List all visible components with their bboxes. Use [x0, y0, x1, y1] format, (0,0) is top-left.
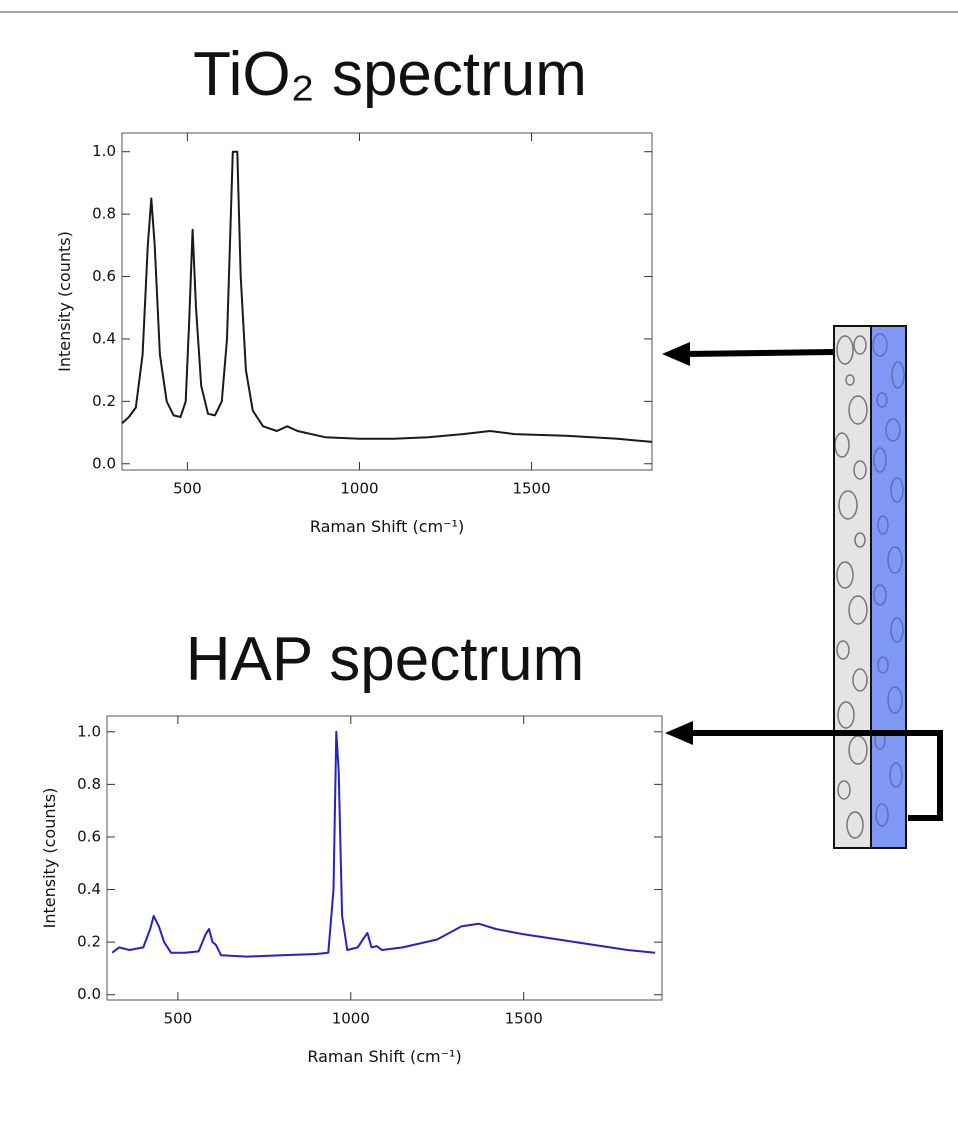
plot-frame	[121, 132, 653, 471]
y-tick-label: 1.0	[92, 142, 116, 160]
pores-gray	[834, 335, 868, 839]
spectrum-line	[111, 730, 656, 958]
chart-title: HAP spectrum	[186, 625, 585, 694]
y-axis-label: Intensity (counts)	[40, 788, 59, 929]
y-tick-label: 0.8	[77, 775, 101, 793]
x-tick-label: 1500	[505, 1010, 543, 1028]
x-tick-label: 1000	[332, 1010, 370, 1028]
arrow-hap	[690, 730, 943, 821]
y-tick-label: 1.0	[77, 722, 101, 740]
arrow-tio2	[684, 349, 834, 357]
y-tick-label: 0.6	[92, 267, 116, 285]
x-tick-label: 500	[173, 480, 202, 498]
y-tick-label: 0.4	[77, 880, 101, 898]
layer-diagram	[833, 325, 907, 849]
y-tick-label: 0.4	[92, 329, 116, 347]
arrowhead	[665, 721, 693, 745]
x-tick-label: 500	[164, 1010, 193, 1028]
y-tick-label: 0.2	[92, 392, 116, 410]
y-tick-label: 0.0	[92, 454, 116, 472]
pores-blue	[872, 333, 905, 827]
arrowhead	[662, 342, 690, 366]
x-axis-label: Raman Shift (cm⁻¹)	[307, 1047, 461, 1066]
tio2-layer	[834, 326, 871, 848]
y-axis-label: Intensity (counts)	[55, 231, 74, 372]
x-tick-label: 1000	[340, 480, 378, 498]
x-axis-label: Raman Shift (cm⁻¹)	[310, 517, 464, 536]
y-tick-label: 0.0	[77, 985, 101, 1003]
y-tick-label: 0.6	[77, 827, 101, 845]
x-tick-label: 1500	[512, 480, 550, 498]
chart-title: TiO₂ spectrum	[193, 40, 587, 109]
arrows	[662, 342, 943, 821]
y-tick-label: 0.2	[77, 933, 101, 951]
y-tick-label: 0.8	[92, 205, 116, 223]
spectrum-line	[121, 150, 653, 443]
plot-frame	[106, 715, 663, 1001]
